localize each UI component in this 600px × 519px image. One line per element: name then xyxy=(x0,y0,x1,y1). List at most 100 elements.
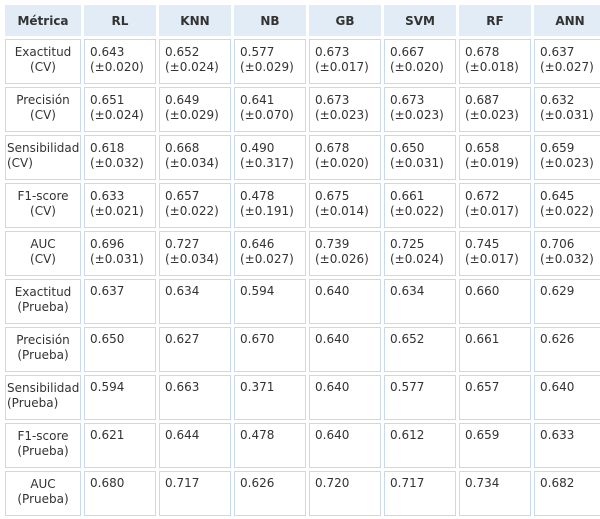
std-dev-value: (±0.024) xyxy=(90,108,144,122)
value-cell: 0.727 (±0.034) xyxy=(159,231,231,276)
metric-subset: (CV) xyxy=(30,108,56,122)
metric-name: Exactitud xyxy=(14,285,72,299)
value-cell: 0.640 xyxy=(534,375,600,420)
value-cell: 0.594 xyxy=(234,279,306,324)
value-cell: 0.649 (±0.029) xyxy=(159,87,231,132)
metric-subset: (CV) xyxy=(7,156,33,170)
metric-label-cell: Sensibilidad (CV) xyxy=(5,135,81,180)
value-cell: 0.650 (±0.031) xyxy=(384,135,456,180)
mean-value: 0.673 xyxy=(390,93,425,107)
metric-name: AUC xyxy=(30,477,56,491)
value-cell: 0.621 xyxy=(84,423,156,468)
std-dev-value: (±0.017) xyxy=(315,60,369,74)
value-cell: 0.673 (±0.023) xyxy=(384,87,456,132)
mean-value: 0.618 xyxy=(90,141,125,155)
value-cell: 0.478 (±0.191) xyxy=(234,183,306,228)
metric-label-cell: F1-score (Prueba) xyxy=(5,423,81,468)
value-cell: 0.739 (±0.026) xyxy=(309,231,381,276)
value-cell: 0.634 xyxy=(159,279,231,324)
metric-subset: (Prueba) xyxy=(17,444,69,458)
value-cell: 0.640 xyxy=(309,279,381,324)
value-cell: 0.663 xyxy=(159,375,231,420)
metric-name: Precisión xyxy=(16,93,70,107)
value-cell: 0.673 (±0.017) xyxy=(309,39,381,84)
header-model-rf: RF xyxy=(459,5,531,36)
table-body: Exactitud (CV) 0.643 (±0.020) 0.652 (±0.024) 0… xyxy=(5,39,600,516)
mean-value: 0.637 xyxy=(540,45,575,59)
metric-subset: (CV) xyxy=(30,60,56,74)
header-model-svm: SVM xyxy=(384,5,456,36)
value-cell: 0.633 (±0.021) xyxy=(84,183,156,228)
mean-value: 0.706 xyxy=(540,237,575,251)
mean-value: 0.678 xyxy=(315,141,350,155)
value-cell: 0.661 xyxy=(459,327,531,372)
value-cell: 0.661 (±0.022) xyxy=(384,183,456,228)
std-dev-value: (±0.022) xyxy=(165,204,219,218)
metric-label-cell: Precisión (Prueba) xyxy=(5,327,81,372)
value-cell: 0.658 (±0.019) xyxy=(459,135,531,180)
std-dev-value: (±0.017) xyxy=(465,204,519,218)
value-cell: 0.652 (±0.024) xyxy=(159,39,231,84)
std-dev-value: (±0.022) xyxy=(540,204,594,218)
mean-value: 0.687 xyxy=(465,93,500,107)
value-cell: 0.667 (±0.020) xyxy=(384,39,456,84)
std-dev-value: (±0.034) xyxy=(165,252,219,266)
value-cell: 0.657 xyxy=(459,375,531,420)
value-cell: 0.696 (±0.031) xyxy=(84,231,156,276)
value-cell: 0.627 xyxy=(159,327,231,372)
mean-value: 0.667 xyxy=(390,45,425,59)
mean-value: 0.696 xyxy=(90,237,125,251)
std-dev-value: (±0.023) xyxy=(540,156,594,170)
header-model-knn: KNN xyxy=(159,5,231,36)
mean-value: 0.649 xyxy=(165,93,200,107)
std-dev-value: (±0.032) xyxy=(90,156,144,170)
header-model-ann: ANN xyxy=(534,5,600,36)
mean-value: 0.675 xyxy=(315,189,350,203)
value-cell: 0.577 (±0.029) xyxy=(234,39,306,84)
std-dev-value: (±0.021) xyxy=(90,204,144,218)
std-dev-value: (±0.017) xyxy=(465,252,519,266)
metric-name: AUC xyxy=(30,237,56,251)
value-cell: 0.612 xyxy=(384,423,456,468)
metric-subset: (Prueba) xyxy=(17,348,69,362)
std-dev-value: (±0.031) xyxy=(540,108,594,122)
metric-label-cell: Exactitud (Prueba) xyxy=(5,279,81,324)
value-cell: 0.641 (±0.070) xyxy=(234,87,306,132)
std-dev-value: (±0.317) xyxy=(240,156,294,170)
value-cell: 0.650 xyxy=(84,327,156,372)
metric-subset: (Prueba) xyxy=(17,300,69,314)
std-dev-value: (±0.023) xyxy=(390,108,444,122)
std-dev-value: (±0.020) xyxy=(390,60,444,74)
value-cell: 0.618 (±0.032) xyxy=(84,135,156,180)
value-cell: 0.637 xyxy=(84,279,156,324)
mean-value: 0.651 xyxy=(90,93,125,107)
value-cell: 0.371 xyxy=(234,375,306,420)
std-dev-value: (±0.032) xyxy=(540,252,594,266)
mean-value: 0.661 xyxy=(390,189,425,203)
table-row: Precisión (Prueba) 0.650 0.627 0.670 0.640 0.6… xyxy=(5,327,600,372)
std-dev-value: (±0.023) xyxy=(465,108,519,122)
mean-value: 0.577 xyxy=(240,45,275,59)
table-row: Exactitud (Prueba) 0.637 0.634 0.594 0.640 0.6… xyxy=(5,279,600,324)
std-dev-value: (±0.014) xyxy=(315,204,369,218)
header-metric: Métrica xyxy=(5,5,81,36)
value-cell: 0.490 (±0.317) xyxy=(234,135,306,180)
metric-name: Precisión xyxy=(16,333,70,347)
value-cell: 0.640 xyxy=(309,327,381,372)
std-dev-value: (±0.019) xyxy=(465,156,519,170)
std-dev-value: (±0.024) xyxy=(390,252,444,266)
mean-value: 0.490 xyxy=(240,141,275,155)
table-row: Precisión (CV) 0.651 (±0.024) 0.649 (±0.029) 0… xyxy=(5,87,600,132)
mean-value: 0.739 xyxy=(315,237,350,251)
value-cell: 0.637 (±0.027) xyxy=(534,39,600,84)
table-row: Exactitud (CV) 0.643 (±0.020) 0.652 (±0.024) 0… xyxy=(5,39,600,84)
header-row: Métrica RL KNN NB GB SVM RF ANN xyxy=(5,5,600,36)
table-row: F1-score (Prueba) 0.621 0.644 0.478 0.640 0.61… xyxy=(5,423,600,468)
value-cell: 0.675 (±0.014) xyxy=(309,183,381,228)
value-cell: 0.668 (±0.034) xyxy=(159,135,231,180)
mean-value: 0.673 xyxy=(315,93,350,107)
mean-value: 0.658 xyxy=(465,141,500,155)
value-cell: 0.644 xyxy=(159,423,231,468)
